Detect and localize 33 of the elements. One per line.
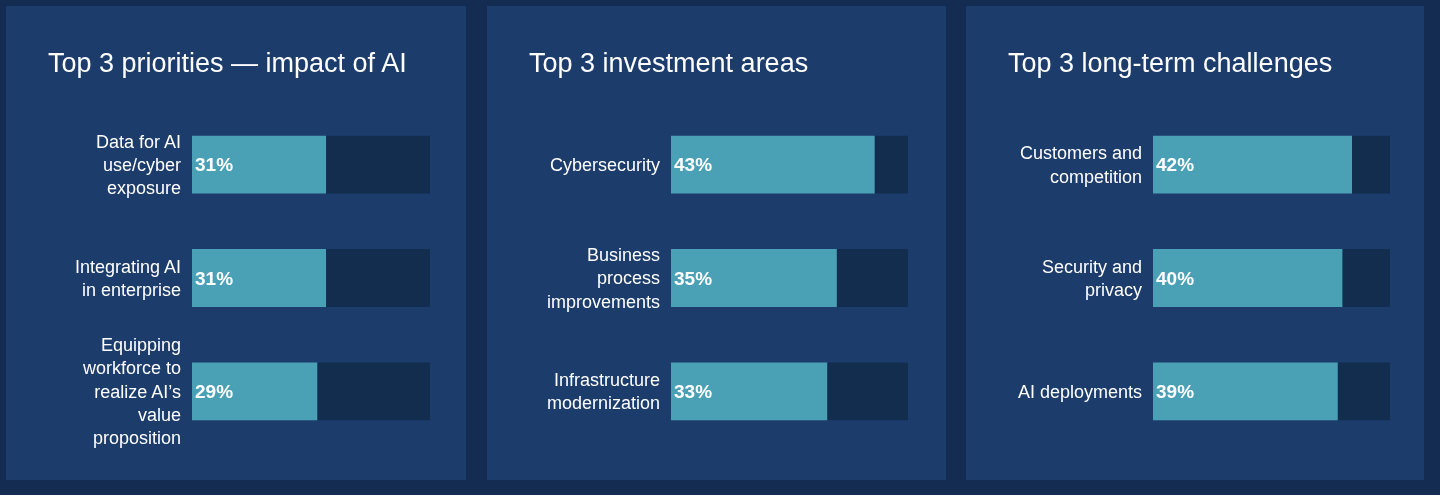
bar	[1342, 249, 1390, 307]
bar	[1153, 362, 1338, 421]
bar	[1337, 362, 1390, 421]
bar	[836, 249, 908, 307]
data-label: 29%	[195, 380, 234, 402]
data-label: 31%	[195, 154, 234, 176]
bar	[671, 249, 837, 307]
data-label: 39%	[1156, 380, 1195, 402]
bar	[671, 362, 828, 421]
data-label: 40%	[1156, 267, 1195, 289]
data-label: 43%	[674, 154, 713, 176]
y-tick-label: Security and privacy	[1041, 256, 1142, 300]
bar	[1352, 135, 1390, 194]
y-tick-label: Cybersecurity	[549, 154, 660, 175]
chart-title: Top 3 priorities — impact of AI	[48, 48, 407, 78]
y-tick-label: AI deployments	[1017, 381, 1142, 402]
bar	[671, 135, 875, 194]
bar	[1153, 135, 1353, 194]
y-tick-label: Equipping workforce to realize AI’s value proposition	[81, 334, 181, 449]
bar	[874, 135, 908, 194]
y-tick-label: Business process improvements	[546, 244, 660, 312]
y-tick-label: Infrastructure modernization	[546, 369, 660, 414]
bar	[1153, 249, 1343, 307]
chart-title: Top 3 long-term challenges	[1008, 48, 1333, 78]
bar	[827, 362, 908, 421]
data-label: 33%	[674, 380, 713, 402]
y-tick-label: Customers and competition	[1019, 143, 1142, 187]
y-tick-label: Data for AI use/cyber exposure	[95, 131, 181, 199]
data-label: 31%	[195, 267, 234, 289]
data-label: 42%	[1156, 154, 1195, 176]
y-tick-label: Integrating AI in enterprise	[74, 256, 181, 300]
chart-title: Top 3 investment areas	[529, 48, 809, 78]
data-label: 35%	[674, 267, 713, 289]
